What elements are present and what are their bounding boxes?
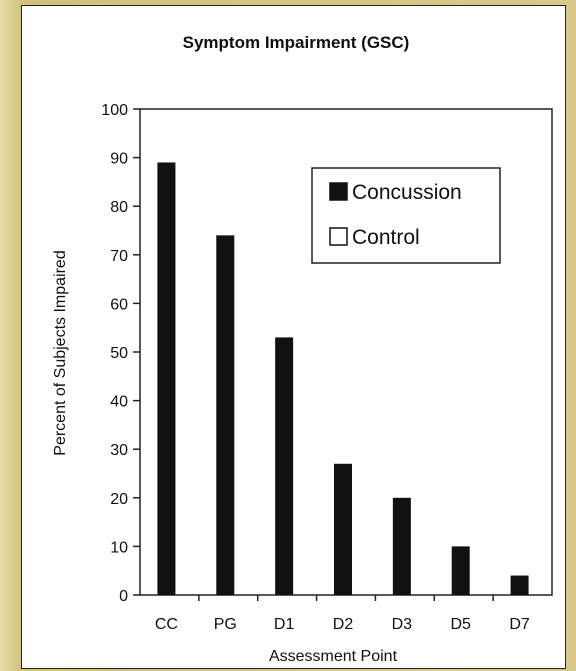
y-tick-label-100: 100 <box>101 102 128 119</box>
y-tick-label-50: 50 <box>110 345 128 362</box>
bar-d7 <box>510 575 529 595</box>
x-tick-label-d7: D7 <box>509 616 530 633</box>
x-tick-label-pg: PG <box>214 616 237 633</box>
x-tick-label-d2: D2 <box>333 616 354 633</box>
y-tick-label-60: 60 <box>110 296 128 313</box>
y-tick-label-90: 90 <box>110 151 128 168</box>
x-tick-label-d5: D5 <box>450 616 471 633</box>
legend-swatch-concussion <box>329 182 348 201</box>
chart-frame <box>21 5 566 669</box>
legend-label-control: Control <box>352 226 420 249</box>
x-axis-label: Assessment Point <box>269 648 398 665</box>
y-tick-label-30: 30 <box>110 442 128 459</box>
bar-pg <box>216 235 235 596</box>
y-tick-label-80: 80 <box>110 199 128 216</box>
chart-title: Symptom Impairment (GSC) <box>183 33 410 52</box>
bar-cc <box>157 162 176 595</box>
legend-label-concussion: Concussion <box>352 181 462 204</box>
bar-d5 <box>451 546 470 595</box>
legend-swatch-control <box>329 227 348 246</box>
y-tick-label-40: 40 <box>110 394 128 411</box>
bar-d2 <box>334 463 352 595</box>
y-tick-label-20: 20 <box>110 491 128 508</box>
x-tick-label-cc: CC <box>155 616 178 633</box>
x-tick-label-d3: D3 <box>392 616 413 633</box>
y-tick-label-10: 10 <box>110 539 128 556</box>
y-tick-label-0: 0 <box>119 588 128 605</box>
plot-area: 0 10 20 30 40 50 60 70 80 90 100 CC PG D1 D2 D3 D5 D7 Conc… <box>101 102 553 633</box>
y-tick-label-70: 70 <box>110 248 128 265</box>
bar-d1 <box>275 337 294 595</box>
y-axis-label: Percent of Subjects Impaired <box>52 250 69 455</box>
bar-d3 <box>392 497 411 595</box>
x-tick-label-d1: D1 <box>274 616 295 633</box>
